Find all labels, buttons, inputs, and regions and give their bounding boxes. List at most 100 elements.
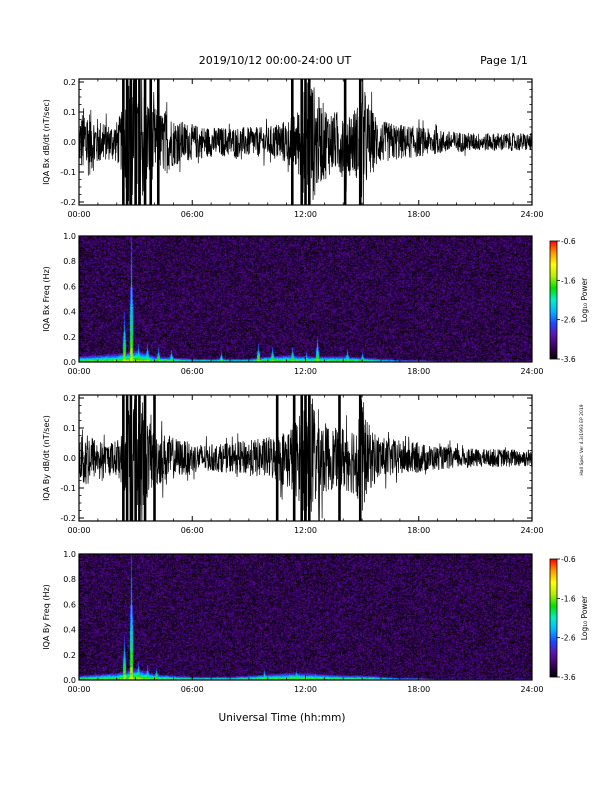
- plot-frame: [78, 553, 533, 681]
- colorbar-tick-label: -2.6: [561, 634, 576, 643]
- y-tick-label: 0.6: [63, 600, 76, 609]
- y-tick-label: 0.2: [63, 78, 76, 87]
- y-tick-label: 0.8: [63, 575, 76, 584]
- saturated-burst: [304, 395, 307, 521]
- saturated-burst: [134, 395, 137, 521]
- saturated-burst: [307, 79, 311, 205]
- colorbar-gradient: [549, 240, 558, 360]
- saturated-burst: [300, 79, 304, 205]
- y-tick-label: -0.2: [60, 514, 76, 523]
- x-tick-label: 24:00: [520, 210, 543, 219]
- colorbar-tick-label: -0.6: [561, 555, 576, 564]
- x-tick-label: 18:00: [407, 367, 430, 376]
- spectrogram-image: [79, 554, 532, 680]
- y-tick-label: 0.2: [63, 333, 76, 342]
- saturated-burst: [343, 79, 347, 205]
- y-tick-label: -0.1: [60, 484, 76, 493]
- x-tick-label: 00:00: [67, 210, 90, 219]
- saturated-burst: [300, 395, 304, 521]
- saturated-burst: [122, 395, 125, 521]
- y-tick-label: 1.0: [63, 550, 76, 559]
- by-power-colorbar: -0.6 -1.6 -2.6 -3.6 Log₁₀ Power: [549, 555, 589, 682]
- y-tick-label: 0.0: [63, 454, 76, 463]
- x-tick-label: 18:00: [407, 210, 430, 219]
- spectrogram-image: [79, 236, 532, 362]
- saturated-burst: [122, 79, 125, 205]
- y-axis-label: IQA Bx dB/dt (nT/sec): [42, 99, 51, 185]
- date-range-title: 2019/10/12 00:00-24:00 UT: [199, 54, 352, 67]
- saturated-burst: [143, 79, 147, 205]
- y-tick-label: 0.1: [63, 424, 76, 433]
- page-indicator: Page 1/1: [480, 54, 528, 67]
- x-tick-label: 24:00: [520, 685, 543, 694]
- plot-frame: [78, 235, 533, 363]
- x-tick-label: 18:00: [407, 685, 430, 694]
- by-spectrogram-panel: 00:00 06:00 12:00 18:00 24:00 1.0 0.8 0.6 0.4 0.2…: [42, 550, 544, 694]
- saturated-burst: [143, 395, 147, 521]
- colorbar-title: Log₁₀ Power: [580, 277, 589, 322]
- saturated-burst: [358, 79, 362, 205]
- x-tick-label: 12:00: [294, 210, 317, 219]
- y-tick-label: 0.6: [63, 282, 76, 291]
- y-tick-label: 0.4: [63, 626, 76, 635]
- y-tick-label: 0.8: [63, 257, 76, 266]
- colorbar-tick-label: -1.6: [561, 594, 576, 603]
- x-tick-label: 06:00: [181, 526, 204, 535]
- saturated-burst: [138, 395, 141, 521]
- saturated-burst: [338, 395, 341, 521]
- saturated-burst: [134, 79, 137, 205]
- saturated-burst: [290, 79, 294, 205]
- x-tick-label: 06:00: [181, 210, 204, 219]
- x-tick-label: 12:00: [294, 367, 317, 376]
- y-tick-label: 0.2: [63, 651, 76, 660]
- side-version-note: Hall Spec Ver 4.3/1993 EP 2019: [579, 404, 585, 475]
- x-tick-label: 24:00: [520, 526, 543, 535]
- bx-spectrogram-panel: 00:00 06:00 12:00 18:00 24:00 1.0 0.8 0.6 0.4 0.2…: [42, 232, 544, 376]
- x-tick-label: 06:00: [181, 367, 204, 376]
- y-tick-label: 0.1: [63, 108, 76, 117]
- plot-frame: [78, 394, 533, 522]
- y-tick-label: 0.0: [63, 358, 76, 367]
- x-tick-label: 06:00: [181, 685, 204, 694]
- saturated-burst: [292, 395, 296, 521]
- x-tick-label: 12:00: [294, 526, 317, 535]
- saturated-burst: [275, 395, 279, 521]
- x-tick-label: 00:00: [67, 685, 90, 694]
- y-tick-label: 0.2: [63, 394, 76, 403]
- saturated-burst: [304, 79, 307, 205]
- y-axis-label: IQA By Freq (Hz): [42, 584, 51, 650]
- x-tick-label: 12:00: [294, 685, 317, 694]
- saturated-burst: [358, 395, 362, 521]
- x-tick-label: 24:00: [520, 367, 543, 376]
- y-axis-label: IQA Bx Freq (Hz): [42, 266, 51, 332]
- saturated-burst: [138, 79, 141, 205]
- y-tick-label: 0.0: [63, 676, 76, 685]
- colorbar-tick-label: -2.6: [561, 316, 576, 325]
- x-tick-label: 00:00: [67, 526, 90, 535]
- x-tick-label: 18:00: [407, 526, 430, 535]
- bx-dbdt-panel: 00:00 06:00 12:00 18:00 24:00 0.2 0.1 0.0 -0.1 -0…: [42, 78, 544, 219]
- colorbar-tick-label: -3.6: [561, 673, 576, 682]
- saturated-burst: [129, 79, 133, 205]
- colorbar-tick-label: -3.6: [561, 355, 576, 364]
- bx-power-colorbar: -0.6 -1.6 -2.6 -3.6 Log₁₀ Power: [549, 237, 589, 364]
- saturated-burst: [129, 395, 133, 521]
- x-axis-title: Universal Time (hh:mm): [219, 712, 346, 724]
- saturated-burst: [156, 79, 160, 205]
- y-tick-label: -0.1: [60, 168, 76, 177]
- saturated-burst: [153, 395, 156, 521]
- saturated-burst: [149, 79, 153, 205]
- x-tick-label: 00:00: [67, 367, 90, 376]
- y-tick-label: 1.0: [63, 232, 76, 241]
- colorbar-tick-label: -1.6: [561, 276, 576, 285]
- y-tick-label: -0.2: [60, 198, 76, 207]
- colorbar-gradient: [549, 558, 558, 678]
- saturated-burst: [125, 395, 129, 521]
- saturated-burst: [307, 395, 311, 521]
- y-tick-label: 0.4: [63, 308, 76, 317]
- by-dbdt-panel: 00:00 06:00 12:00 18:00 24:00 0.2 0.1 0.0 -0.1 -0…: [42, 394, 544, 535]
- y-axis-label: IQA By dB/dt (nT/sec): [42, 415, 51, 501]
- colorbar-tick-label: -0.6: [561, 237, 576, 246]
